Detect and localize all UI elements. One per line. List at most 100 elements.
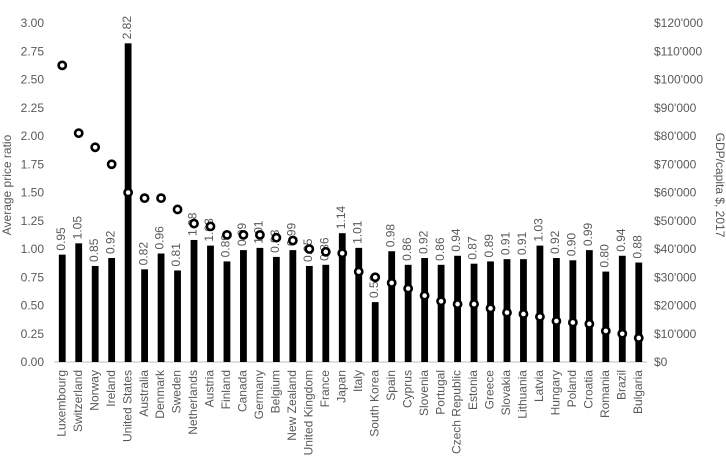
bar [322,264,330,362]
x-tick-label: Austria [203,370,217,408]
x-tick-label: Italy [351,370,365,392]
gdp-marker [205,221,216,232]
right-axis-ticks: $0 $10'000 $20'000 $30'000 $40'000 $50'000 $60… [654,16,703,369]
y-tick-label: 2.00 [21,129,45,143]
gdp-marker [271,232,282,243]
bar-value-label: 1.05 [70,216,84,240]
bar-value-label: 0.95 [54,227,68,251]
x-tick-label: Switzerland [71,370,85,432]
bar [207,245,214,362]
y2-tick-label: $0 [654,355,668,369]
y2-axis-label: GDP/capita $, 2017 [713,133,726,238]
x-tick-label: Canada [236,370,250,412]
gdp-marker [73,128,84,139]
gdp-marker [106,159,117,170]
bar-value-label: 1.01 [350,220,364,244]
bar-value-label: 0.82 [136,242,150,266]
y2-tick-label: $100'000 [654,73,703,87]
bar [404,264,412,362]
bar-value-label: 0.92 [548,230,562,254]
x-tick-label: Germany [252,370,266,419]
bar [157,253,165,362]
bar [602,271,610,362]
gdp-marker [222,229,232,240]
gdp-marker [452,299,463,309]
bar [618,255,626,362]
bar-value-label: 0.92 [416,230,430,254]
gdp-marker [436,296,446,307]
bar [124,43,132,363]
y-axis-label: Average price ratio [0,134,14,235]
bar [338,233,346,362]
bar [305,265,313,362]
x-tick-label: Romania [598,370,612,418]
bar [174,270,181,362]
bar-value-label: 0.87 [466,236,480,260]
y-tick-label: 1.25 [21,214,45,228]
bar-value-label: 0.94 [449,228,463,252]
bar-value-label: 0.86 [400,237,414,261]
x-tick-label: Denmark [153,369,167,419]
bar-value-label: 0.96 [153,226,167,250]
x-tick-label: Cyprus [400,370,414,408]
bar [141,269,148,362]
bar [371,302,379,362]
x-tick-label: France [318,370,332,408]
left-axis-ticks: 0.00 0.25 0.50 0.75 1.00 1.25 1.50 1.75 2.00 2.25… [21,16,45,369]
bar-value-label: 0.80 [597,244,611,268]
bar-value-labels: 0.951.050.850.922.820.820.960.811.081.03… [54,16,645,298]
gdp-marker [584,318,595,329]
x-tick-label: Greece [483,370,497,410]
x-tick-label: Poland [565,370,579,407]
bar [585,250,593,362]
bar [635,262,643,362]
x-tick-label: United States [120,370,134,442]
y2-tick-label: $10'000 [654,327,697,341]
x-tick-label: Belgium [269,370,283,413]
gdp-marker [485,303,496,314]
x-tick-label: Brazil [614,370,628,400]
x-tick-label: Japan [334,370,348,403]
gdp-marker [123,187,134,198]
gdp-marker [353,266,364,277]
x-tick-label: Latvia [532,370,546,402]
gdp-marker [156,193,166,204]
gdp-marker [386,277,397,288]
gdp-marker [255,229,265,240]
x-tick-label: Spain [384,370,398,401]
x-tick-label: South Korea [367,370,381,437]
bar [272,256,280,362]
y2-tick-label: $40'000 [654,242,697,256]
y2-tick-label: $50'000 [654,214,697,228]
bar-value-label: 0.91 [499,231,513,255]
x-tick-label: Norway [87,370,101,411]
y-tick-label: 1.00 [21,242,45,256]
bar [536,245,544,362]
gdp-marker [287,235,298,246]
bar-value-label: 0.92 [103,230,117,254]
bar-value-label: 0.81 [169,243,183,267]
bar [569,260,577,362]
x-tick-label: Portugal [433,370,447,415]
x-tick-label: Netherlands [186,370,200,435]
bar [91,265,99,362]
bar [108,258,116,362]
bar-value-label: 0.94 [614,228,628,252]
x-tick-label: Finland [219,370,233,409]
gdp-marker [502,307,512,318]
x-tick-label: Ireland [104,370,118,407]
y2-tick-label: $110'000 [654,44,702,58]
bar [470,263,478,362]
bar [421,258,429,362]
gdp-marker [238,229,249,240]
gdp-marker [617,328,628,339]
bar [553,258,560,362]
gdp-marker [518,309,529,319]
x-axis-labels: Luxembourg Switzerland Norway Ireland United… [54,369,645,455]
y-tick-label: 0.25 [21,327,45,341]
y2-tick-label: $60'000 [654,186,697,200]
x-tick-label: Slovakia [499,370,513,416]
x-tick-label: Bulgaria [631,370,645,414]
x-tick-label: Croatia [582,370,596,409]
